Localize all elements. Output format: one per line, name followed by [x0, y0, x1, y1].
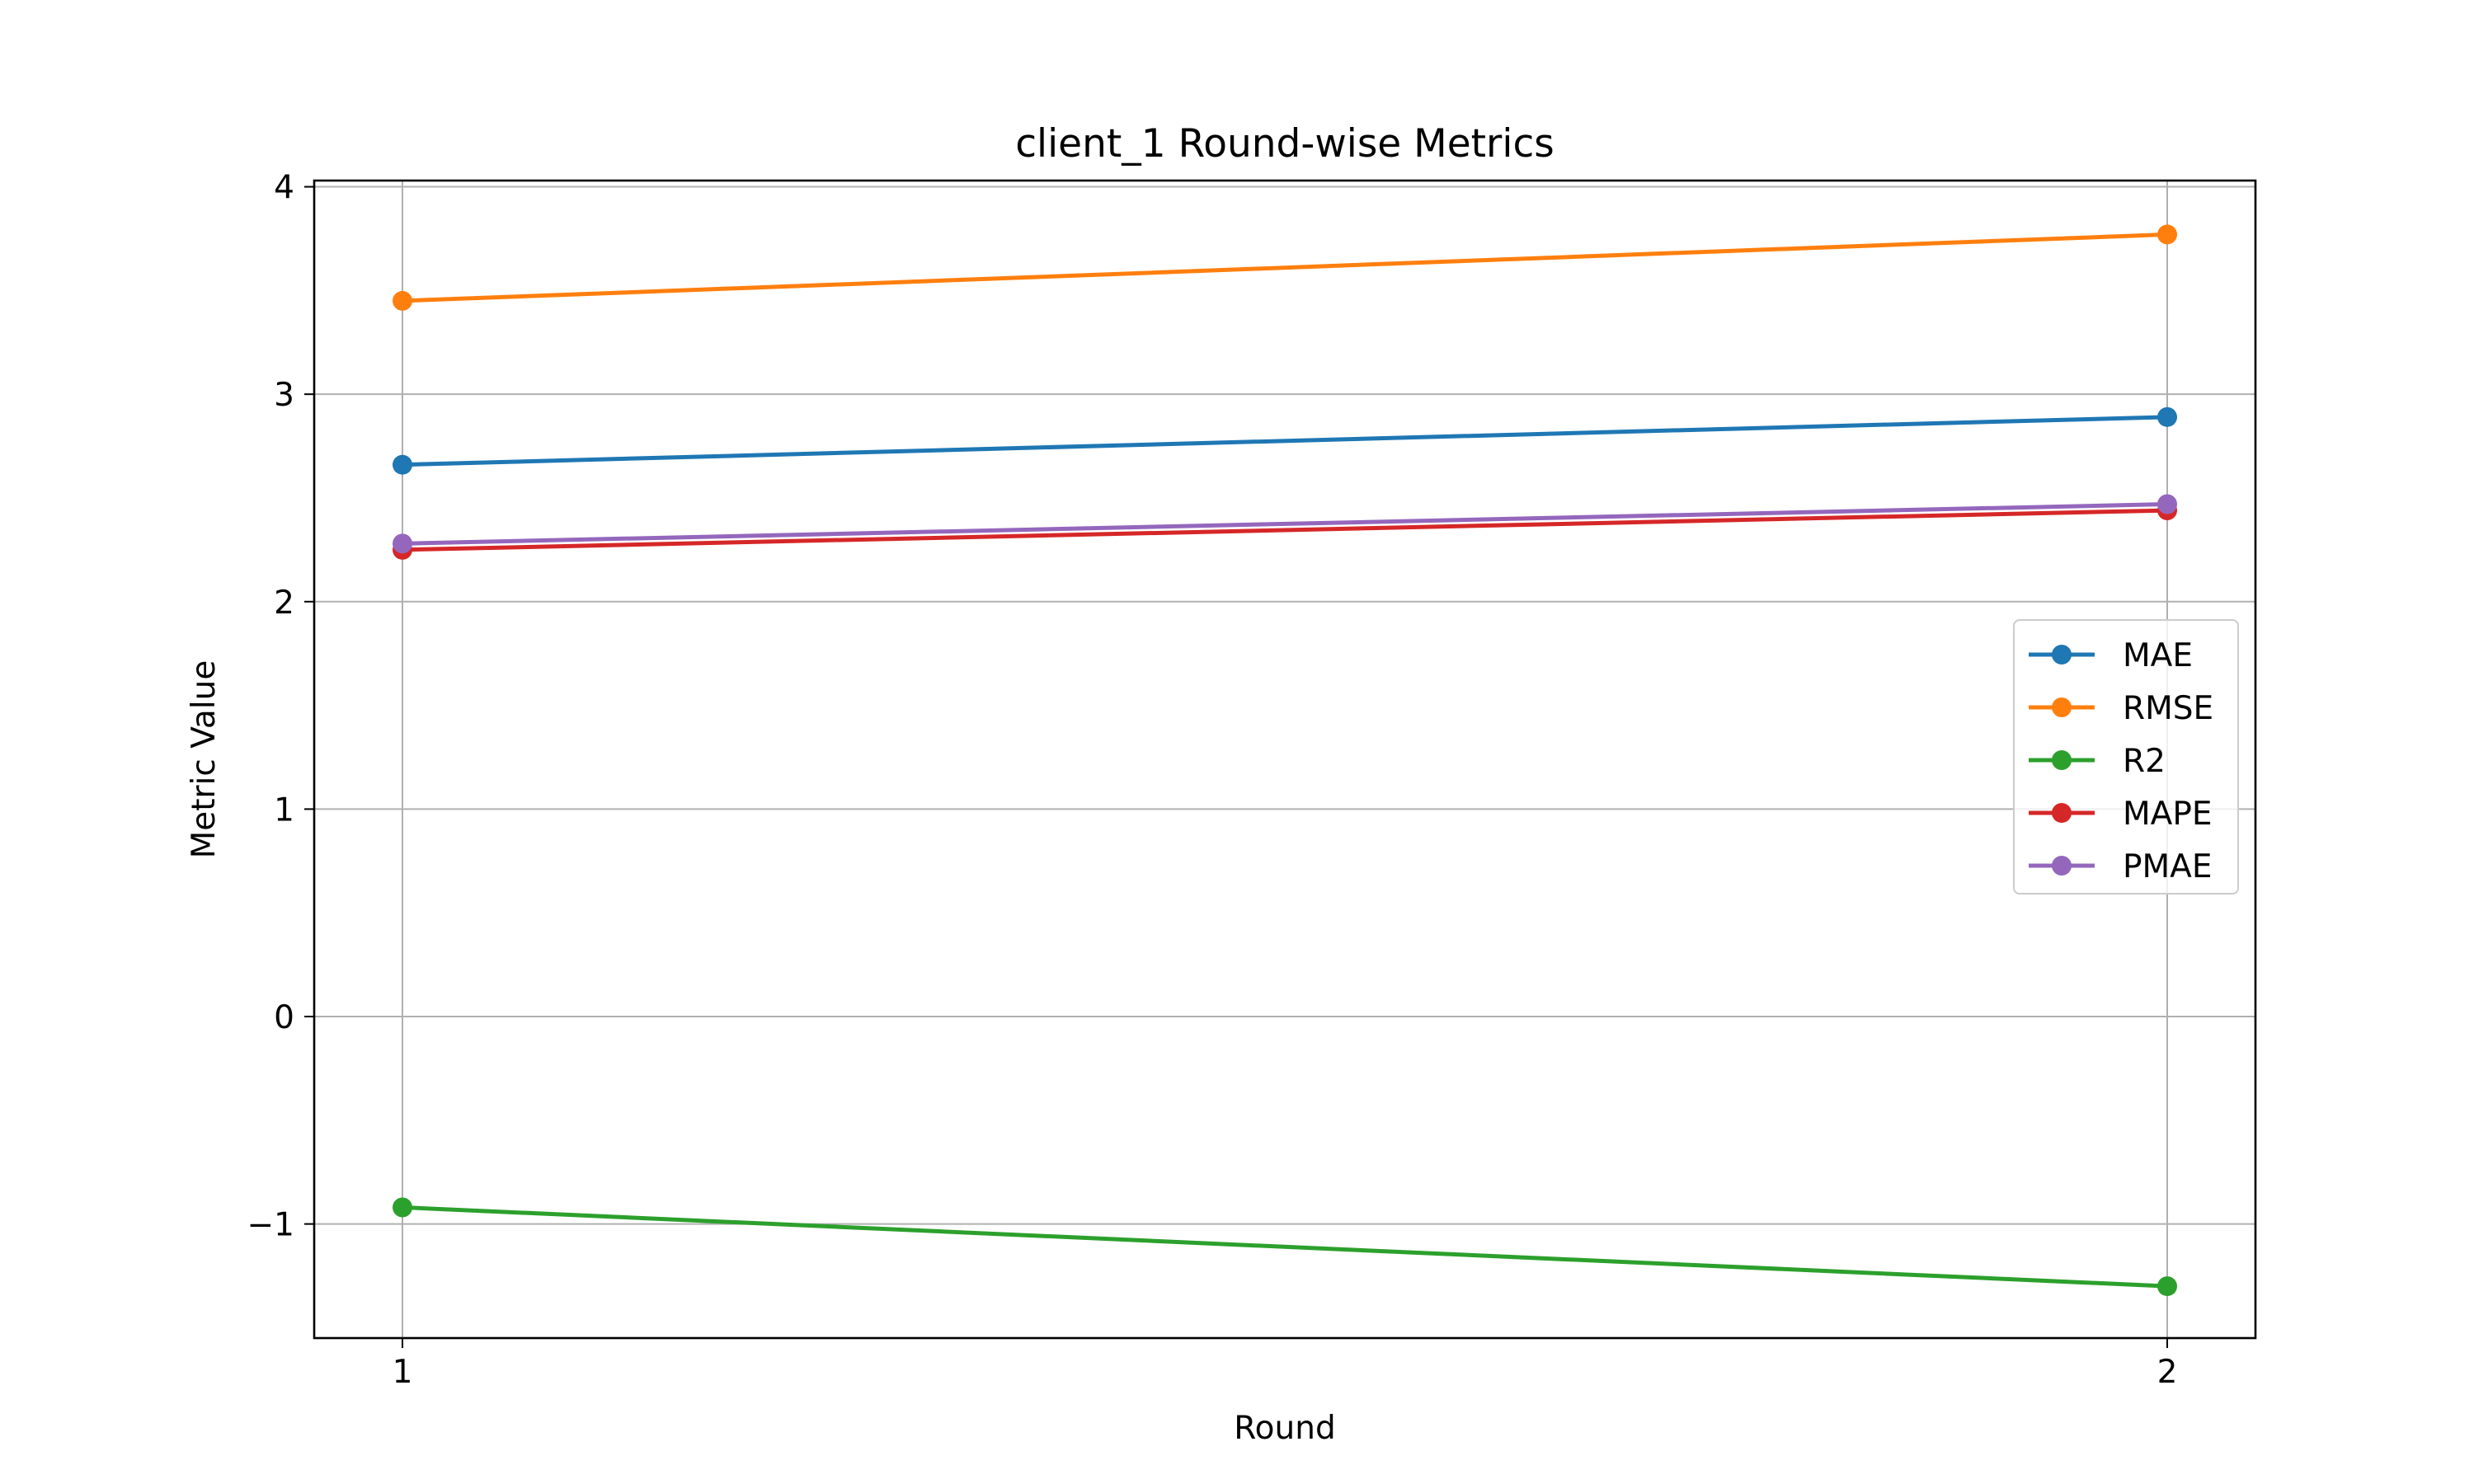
- legend-marker: [2052, 750, 2072, 770]
- data-point-rmse: [393, 290, 412, 311]
- chart-title: client_1 Round-wise Metrics: [1015, 121, 1554, 167]
- legend-label: MAE: [2123, 637, 2193, 674]
- series-r2: [393, 1197, 2177, 1297]
- y-tick-label: 0: [274, 999, 294, 1036]
- legend-marker: [2052, 645, 2072, 665]
- series-line-r2: [402, 1205, 2168, 1289]
- legend-label: RMSE: [2123, 690, 2213, 727]
- data-point-rmse: [2157, 224, 2177, 245]
- x-axis-label: Round: [1234, 1410, 1335, 1447]
- plot-area-frame: [313, 179, 2257, 1340]
- series-line-rmse: [402, 232, 2168, 303]
- data-point-mae: [2157, 406, 2177, 427]
- y-tick-label: 2: [274, 585, 294, 622]
- legend-box: [2013, 619, 2239, 895]
- data-point-mae: [393, 454, 412, 475]
- legend-marker: [2052, 856, 2072, 876]
- data-point-r2: [393, 1197, 412, 1218]
- y-tick-label: 1: [274, 791, 294, 829]
- legend-item-r2: R2: [2029, 743, 2166, 780]
- series-mae: [393, 406, 2177, 475]
- series-line-mae: [402, 415, 2168, 467]
- series-line-mape: [402, 508, 2168, 552]
- legend-item-pmae: PMAE: [2029, 848, 2213, 885]
- y-tick-label: −1: [247, 1207, 295, 1244]
- series-lines: [393, 224, 2177, 1297]
- x-tick-label: 2: [2157, 1354, 2178, 1391]
- legend-item-mae: MAE: [2029, 637, 2193, 674]
- axis-ticks: 1 2 −1 0 1 2 3 4: [247, 170, 2178, 1391]
- data-point-r2: [2157, 1276, 2177, 1297]
- y-tick-label: 3: [274, 377, 294, 414]
- data-point-pmae: [393, 533, 412, 554]
- legend-item-mape: MAPE: [2029, 796, 2213, 833]
- series-pmae: [393, 494, 2177, 554]
- y-tick-label: 4: [274, 170, 294, 207]
- legend: MAE RMSE R2 MAPE PMAE: [2013, 619, 2239, 895]
- legend-label: PMAE: [2123, 848, 2213, 885]
- legend-marker: [2052, 697, 2072, 717]
- x-tick-label: 1: [393, 1354, 413, 1391]
- legend-label: R2: [2123, 743, 2166, 780]
- legend-marker: [2052, 803, 2072, 823]
- data-point-pmae: [2157, 494, 2177, 514]
- legend-item-rmse: RMSE: [2029, 690, 2213, 727]
- legend-label: MAPE: [2123, 796, 2213, 833]
- y-axis-label: Metric Value: [186, 660, 223, 859]
- series-rmse: [393, 224, 2177, 311]
- series-line-pmae: [402, 502, 2168, 546]
